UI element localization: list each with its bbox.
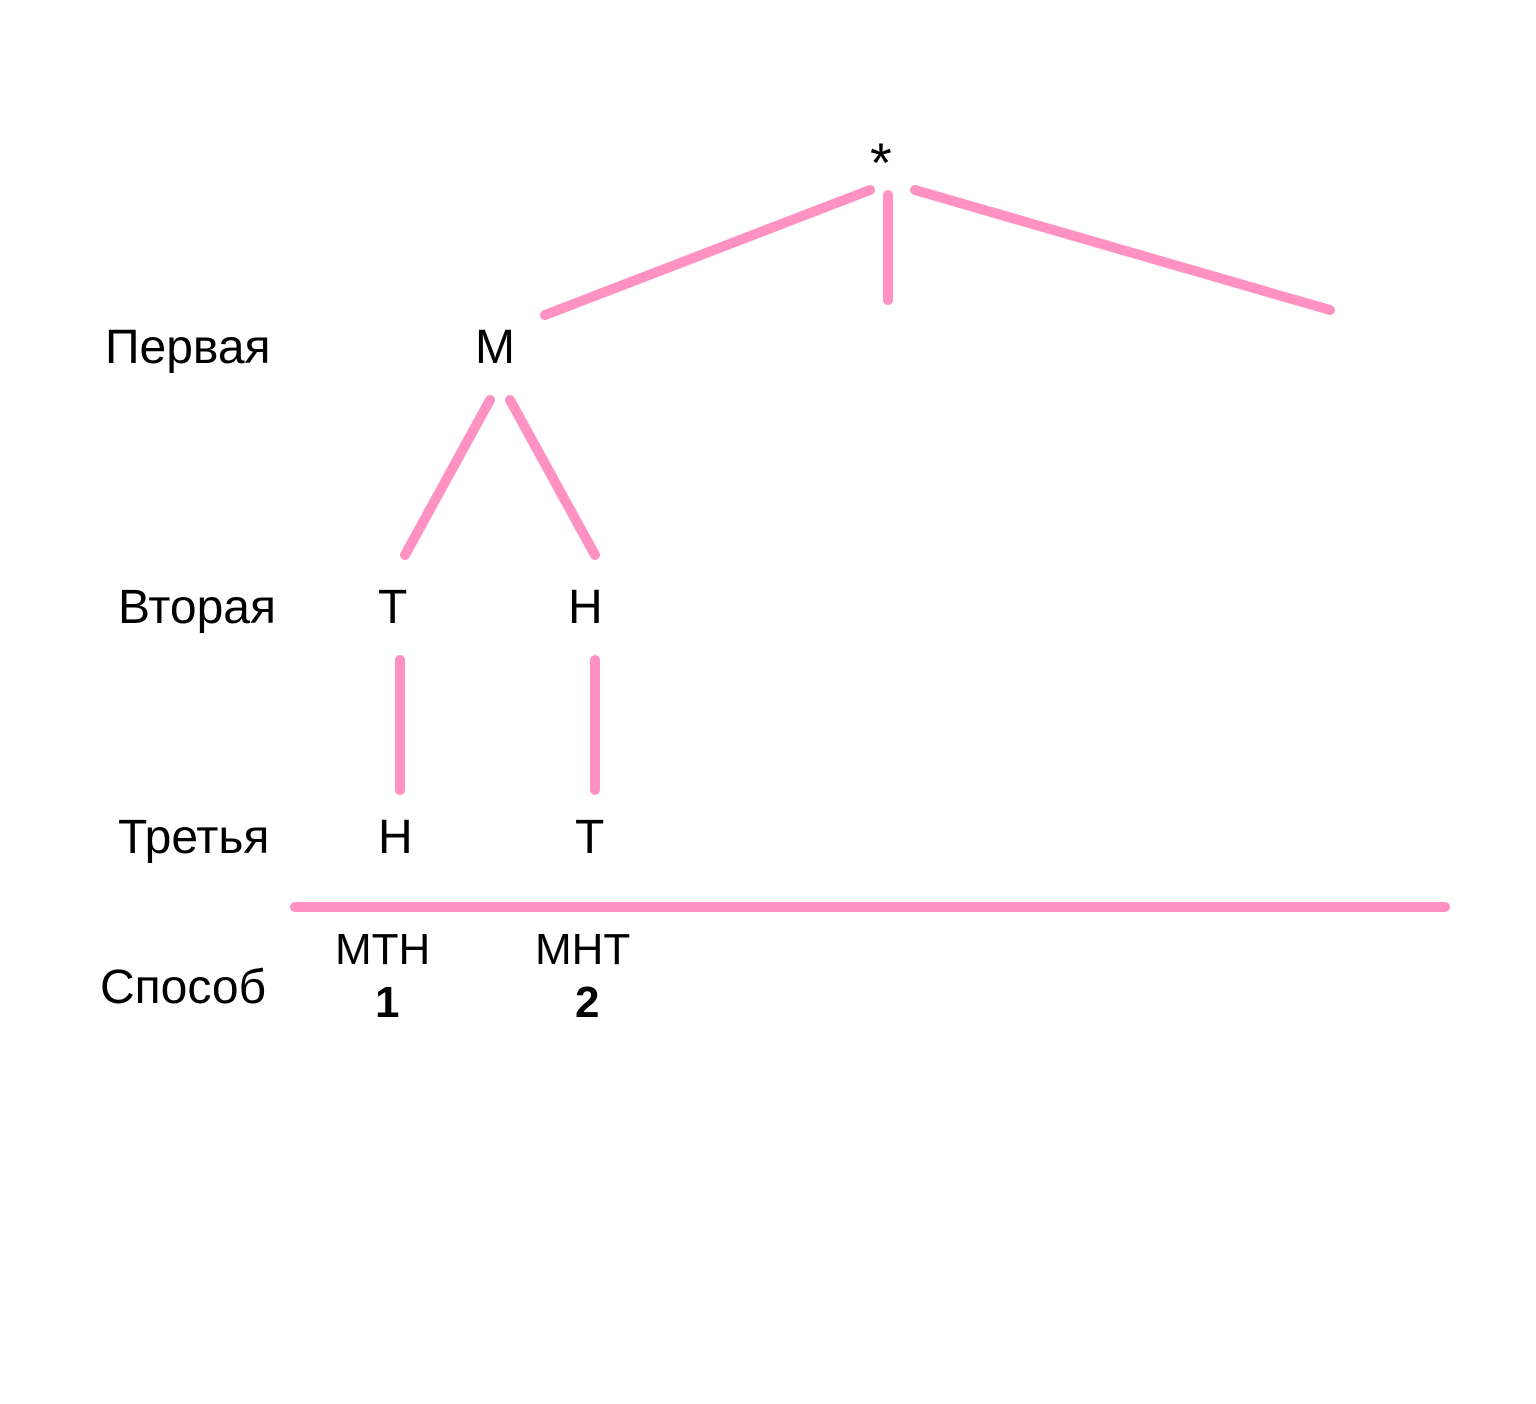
result-2-number: 2	[575, 978, 599, 1028]
node-m: M	[475, 320, 515, 375]
tree-edges-svg	[0, 0, 1536, 1404]
node-t-right: T	[575, 810, 604, 865]
node-t-left: T	[378, 580, 407, 635]
result-1-combo: МТН	[335, 925, 430, 975]
node-h-right: H	[568, 580, 603, 635]
root-node: *	[870, 130, 892, 195]
tree-edge	[545, 190, 870, 315]
tree-edge	[915, 190, 1330, 310]
node-h-left: H	[378, 810, 413, 865]
row-label-first: Первая	[105, 320, 271, 375]
tree-diagram: * Первая Вторая Третья Способ M T H H T …	[0, 0, 1536, 1404]
row-label-method: Способ	[100, 960, 266, 1015]
tree-edge	[405, 400, 490, 555]
result-1-number: 1	[375, 978, 399, 1028]
result-2-combo: МНТ	[535, 925, 630, 975]
row-label-third: Третья	[118, 810, 269, 865]
row-label-second: Вторая	[118, 580, 276, 635]
tree-edge	[510, 400, 595, 555]
